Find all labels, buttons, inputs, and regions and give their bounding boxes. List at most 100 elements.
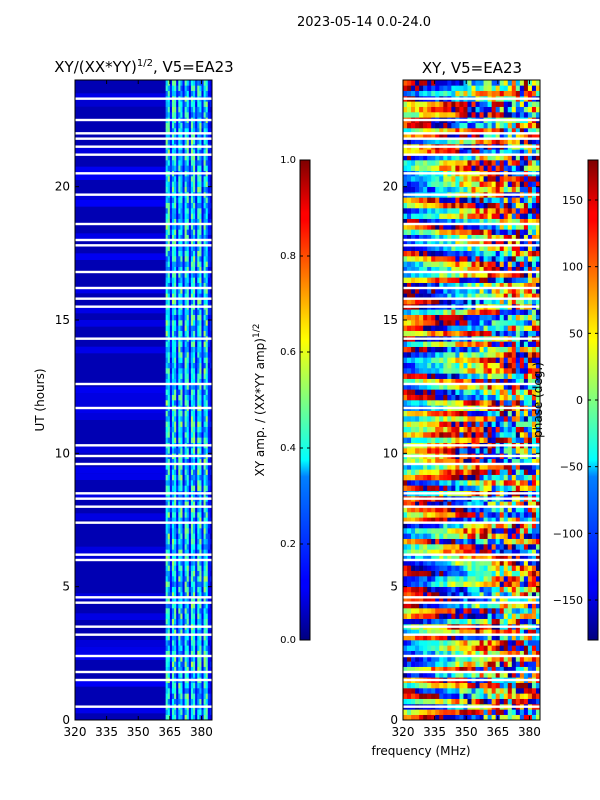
heatmap-cell — [455, 693, 460, 699]
heatmap-cell — [165, 357, 169, 363]
heatmap-cell — [182, 586, 185, 593]
heatmap-cell — [427, 592, 432, 598]
heatmap-cell — [499, 474, 505, 481]
heatmap-cell — [169, 256, 173, 262]
heatmap-cell — [188, 645, 192, 651]
heatmap-cell — [503, 506, 509, 513]
heatmap-cell — [165, 640, 169, 646]
heatmap-cell — [178, 400, 181, 406]
heatmap-cell — [209, 245, 213, 251]
heatmap-cell — [195, 277, 198, 283]
heatmap-cell — [174, 181, 177, 187]
heatmap-cell — [423, 560, 428, 566]
heatmap-cell — [174, 602, 177, 609]
heatmap-cell — [483, 656, 488, 662]
heatmap-cell — [459, 528, 464, 534]
heatmap-cell — [515, 661, 521, 667]
heatmap-cell — [169, 293, 173, 299]
heatmap-cell — [176, 266, 179, 273]
heatmap-cell — [178, 85, 181, 91]
heatmap-cell — [411, 506, 416, 513]
heatmap-cell — [184, 208, 188, 214]
heatmap-cell — [167, 85, 171, 91]
heatmap-cell — [195, 480, 198, 486]
heatmap-cell — [176, 160, 179, 166]
heatmap-cell — [199, 640, 202, 646]
heatmap-cell — [186, 133, 190, 139]
heatmap-cell — [171, 122, 175, 129]
data-gap — [75, 444, 212, 447]
heatmap-cell — [165, 544, 169, 550]
heatmap-cell — [527, 474, 533, 481]
heatmap-cell — [193, 581, 196, 587]
heatmap-cell — [475, 640, 480, 646]
heatmap-cell — [451, 549, 456, 555]
heatmap-cell — [507, 416, 513, 422]
heatmap-cell — [415, 613, 420, 619]
heatmap-cell — [207, 421, 211, 427]
heatmap-cell — [535, 570, 541, 577]
heatmap-cell — [201, 437, 204, 443]
heatmap-cell — [491, 400, 496, 406]
heatmap-cell — [199, 421, 202, 427]
heatmap-cell — [459, 410, 464, 417]
heatmap-cell — [491, 602, 496, 609]
heatmap-cell — [171, 656, 175, 662]
heatmap-cell — [186, 426, 190, 433]
heatmap-cell — [188, 330, 192, 337]
heatmap-cell — [467, 517, 472, 523]
heatmap-cell — [190, 714, 194, 721]
heatmap-cell — [182, 85, 185, 91]
heatmap-cell — [427, 640, 432, 646]
heatmap-cell — [203, 218, 206, 225]
heatmap-cell — [483, 469, 488, 475]
heatmap-cell — [190, 522, 194, 529]
heatmap-cell — [209, 538, 213, 545]
heatmap-cell — [190, 240, 194, 246]
heatmap-cell — [479, 597, 484, 603]
heatmap-cell — [165, 240, 169, 246]
heatmap-cell — [507, 469, 513, 475]
heatmap-cell — [182, 410, 185, 417]
heatmap-cell — [415, 464, 420, 470]
heatmap-cell — [491, 485, 496, 491]
heatmap-cell — [431, 640, 436, 646]
heatmap-cell — [197, 234, 200, 241]
heatmap-cell — [455, 576, 460, 582]
heatmap-cell — [169, 330, 173, 337]
heatmap-cell — [201, 480, 204, 486]
heatmap-cell — [519, 554, 525, 561]
heatmap-cell — [451, 688, 456, 694]
heatmap-cell — [188, 554, 192, 561]
heatmap-cell — [467, 512, 472, 518]
heatmap-cell — [190, 416, 194, 422]
heatmap-cell — [483, 464, 488, 470]
heatmap-cell — [463, 656, 468, 662]
heatmap-cell — [174, 464, 177, 470]
heatmap-cell — [169, 378, 173, 385]
heatmap-cell — [205, 544, 209, 550]
heatmap-cell — [205, 384, 209, 390]
heatmap-cell — [188, 560, 192, 566]
heatmap-cell — [195, 368, 198, 374]
heatmap-cell — [171, 330, 175, 337]
heatmap-cell — [174, 314, 177, 321]
heatmap-cell — [519, 544, 525, 550]
heatmap-cell — [197, 149, 200, 155]
heatmap-cell — [184, 261, 188, 267]
heatmap-cell — [190, 128, 194, 134]
heatmap-cell — [180, 576, 183, 582]
heatmap-cell — [193, 656, 196, 662]
heatmap-cell — [511, 501, 517, 507]
heatmap-cell — [180, 437, 183, 443]
heatmap-cell — [176, 261, 179, 267]
heatmap-cell — [483, 570, 488, 577]
heatmap-cell — [209, 501, 213, 507]
heatmap-cell — [199, 266, 202, 273]
heatmap-cell — [207, 586, 211, 593]
heatmap-cell — [483, 661, 488, 667]
heatmap-cell — [487, 634, 492, 641]
heatmap-cell — [197, 421, 200, 427]
heatmap-cell — [195, 458, 198, 465]
heatmap-cell — [186, 250, 190, 257]
